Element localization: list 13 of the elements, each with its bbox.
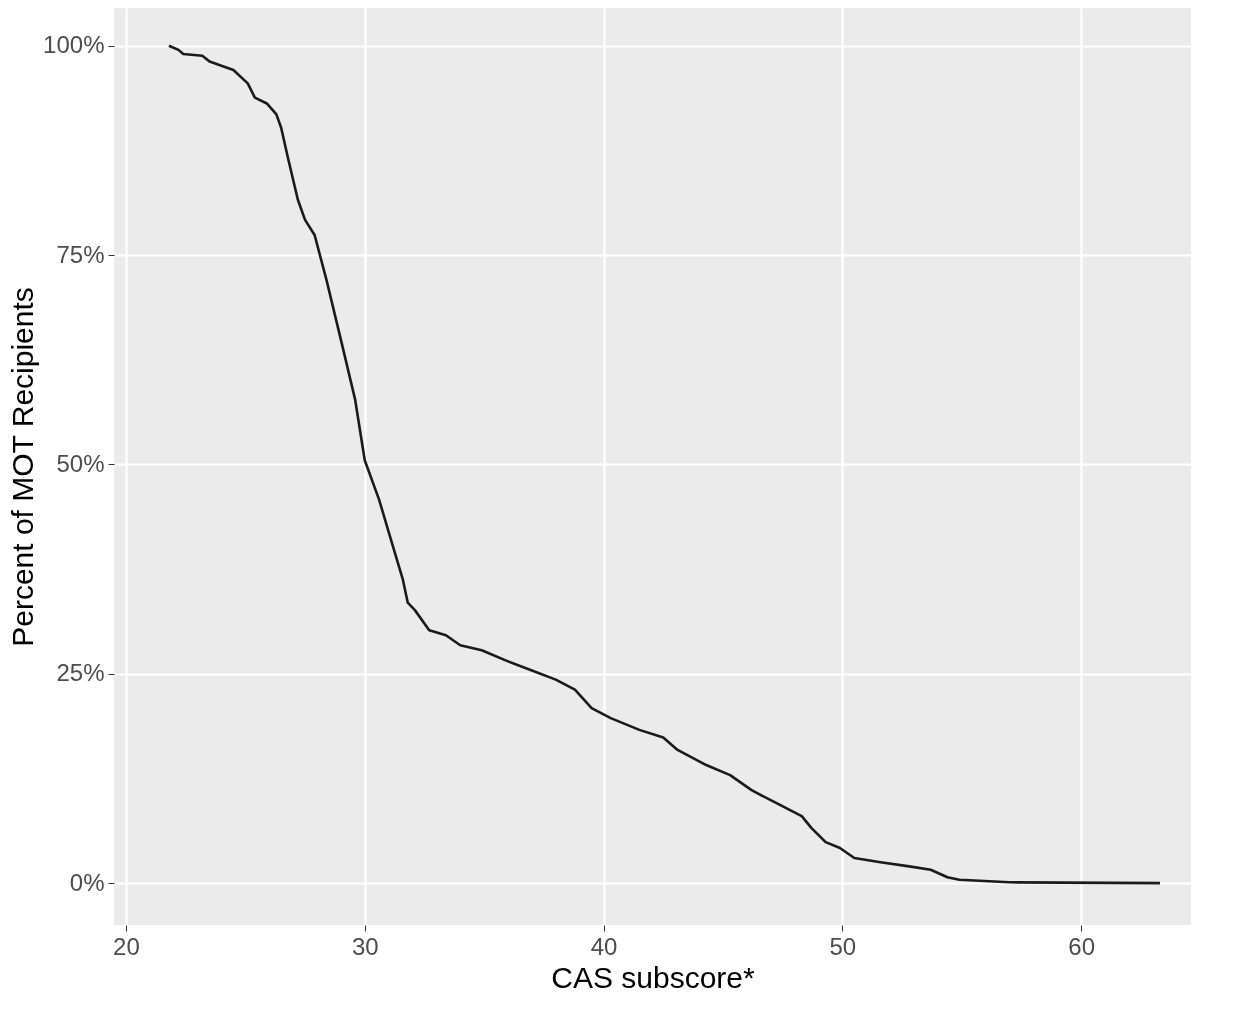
y-tick-label: 25% <box>56 659 105 687</box>
x-tick-label: 40 <box>590 932 618 960</box>
y-tick-label: 75% <box>56 240 105 268</box>
x-tick-label: 20 <box>113 932 140 960</box>
y-tick-label: 100% <box>43 31 105 59</box>
line-series <box>167 44 1162 885</box>
y-tick-label: 50% <box>56 449 105 477</box>
x-tick-label: 60 <box>1068 932 1095 960</box>
x-tick-label: 30 <box>351 932 379 960</box>
x-tick-label: 50 <box>829 932 857 960</box>
y-axis-title: Percent of MOT Recipients <box>6 287 40 647</box>
x-axis-title: CAS subscore* <box>551 960 756 994</box>
y-tick-label: 0% <box>69 868 105 896</box>
